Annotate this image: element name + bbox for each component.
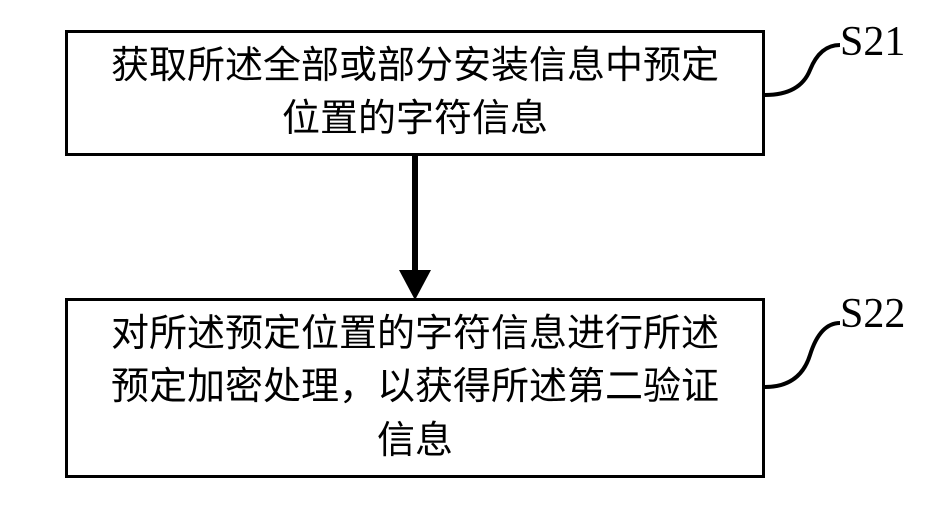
flowchart-box-2: 对所述预定位置的字符信息进行所述 预定加密处理，以获得所述第二验证 信息 — [65, 298, 765, 478]
flowchart-container: 获取所述全部或部分安装信息中预定 位置的字符信息 S21 对所述预定位置的字符信… — [0, 0, 947, 524]
connector-curve-2 — [765, 315, 845, 395]
box-2-text: 对所述预定位置的字符信息进行所述 预定加密处理，以获得所述第二验证 信息 — [111, 308, 719, 468]
box-1-line-1: 获取所述全部或部分安装信息中预定 — [111, 45, 719, 87]
box-2-line-3: 信息 — [377, 420, 453, 462]
arrow-1 — [412, 156, 418, 276]
box-2-line-1: 对所述预定位置的字符信息进行所述 — [111, 313, 719, 355]
box-1-line-2: 位置的字符信息 — [282, 98, 548, 140]
step-label-s21: S21 — [840, 18, 905, 66]
arrow-line — [412, 156, 418, 276]
arrowhead-icon — [399, 270, 431, 300]
connector-curve-1 — [765, 40, 845, 110]
box-2-line-2: 预定加密处理，以获得所述第二验证 — [111, 366, 719, 408]
flowchart-box-1: 获取所述全部或部分安装信息中预定 位置的字符信息 — [65, 30, 765, 156]
box-1-text: 获取所述全部或部分安装信息中预定 位置的字符信息 — [111, 40, 719, 146]
step-label-s22: S22 — [840, 290, 905, 338]
